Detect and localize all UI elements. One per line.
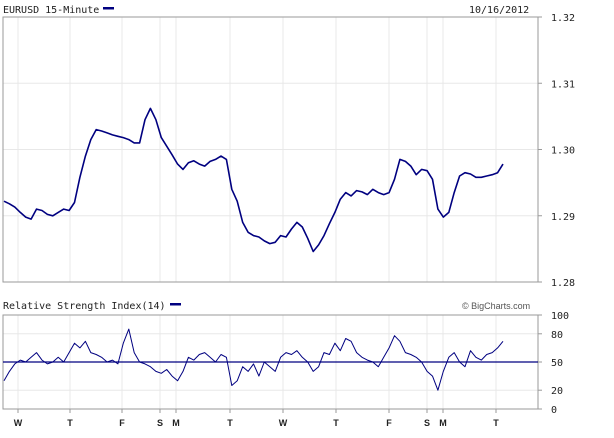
x-tick-label: M: [172, 418, 180, 428]
rsi-y-tick-label: 50: [551, 358, 563, 369]
symbol-label: EURUSD 15-Minute: [3, 5, 99, 16]
x-tick-label: F: [386, 418, 392, 428]
price-series-line: [3, 107, 504, 253]
x-tick-label: T: [67, 418, 73, 428]
x-tick-label: S: [157, 418, 163, 428]
x-tick-label: S: [424, 418, 430, 428]
rsi-y-axis: 0 20 50 80 100: [538, 311, 569, 416]
price-y-axis: 1.28 1.29 1.30 1.31 1.32: [538, 13, 575, 289]
price-y-tick-label: 1.28: [551, 278, 575, 289]
rsi-y-tick-label: 0: [551, 405, 557, 416]
rsi-legend-swatch: [170, 303, 181, 306]
x-tick-label: T: [227, 418, 233, 428]
series-legend-swatch: [103, 7, 114, 10]
rsi-y-tick-label: 20: [551, 386, 563, 397]
x-tick-label: T: [493, 418, 499, 428]
x-tick-label: F: [119, 418, 125, 428]
credit-label: © BigCharts.com: [462, 301, 530, 311]
chart-date: 10/16/2012: [469, 5, 529, 16]
price-y-tick-label: 1.31: [551, 79, 575, 90]
rsi-y-tick-label: 100: [551, 311, 569, 322]
rsi-series-line: [3, 328, 504, 391]
x-tick-label: T: [333, 418, 339, 428]
rsi-label: Relative Strength Index(14): [3, 301, 166, 312]
price-y-tick-label: 1.29: [551, 212, 575, 223]
price-grid: [3, 16, 538, 283]
rsi-panel: 0 20 50 80 100: [2, 311, 569, 416]
price-y-tick-label: 1.30: [551, 146, 575, 157]
x-tick-label: W: [14, 418, 23, 428]
x-tick-label: W: [279, 418, 288, 428]
price-y-tick-label: 1.32: [551, 13, 575, 24]
x-tick-label: M: [439, 418, 447, 428]
price-panel: 1.28 1.29 1.30 1.31 1.32: [2, 13, 575, 289]
rsi-y-tick-label: 80: [551, 330, 563, 341]
